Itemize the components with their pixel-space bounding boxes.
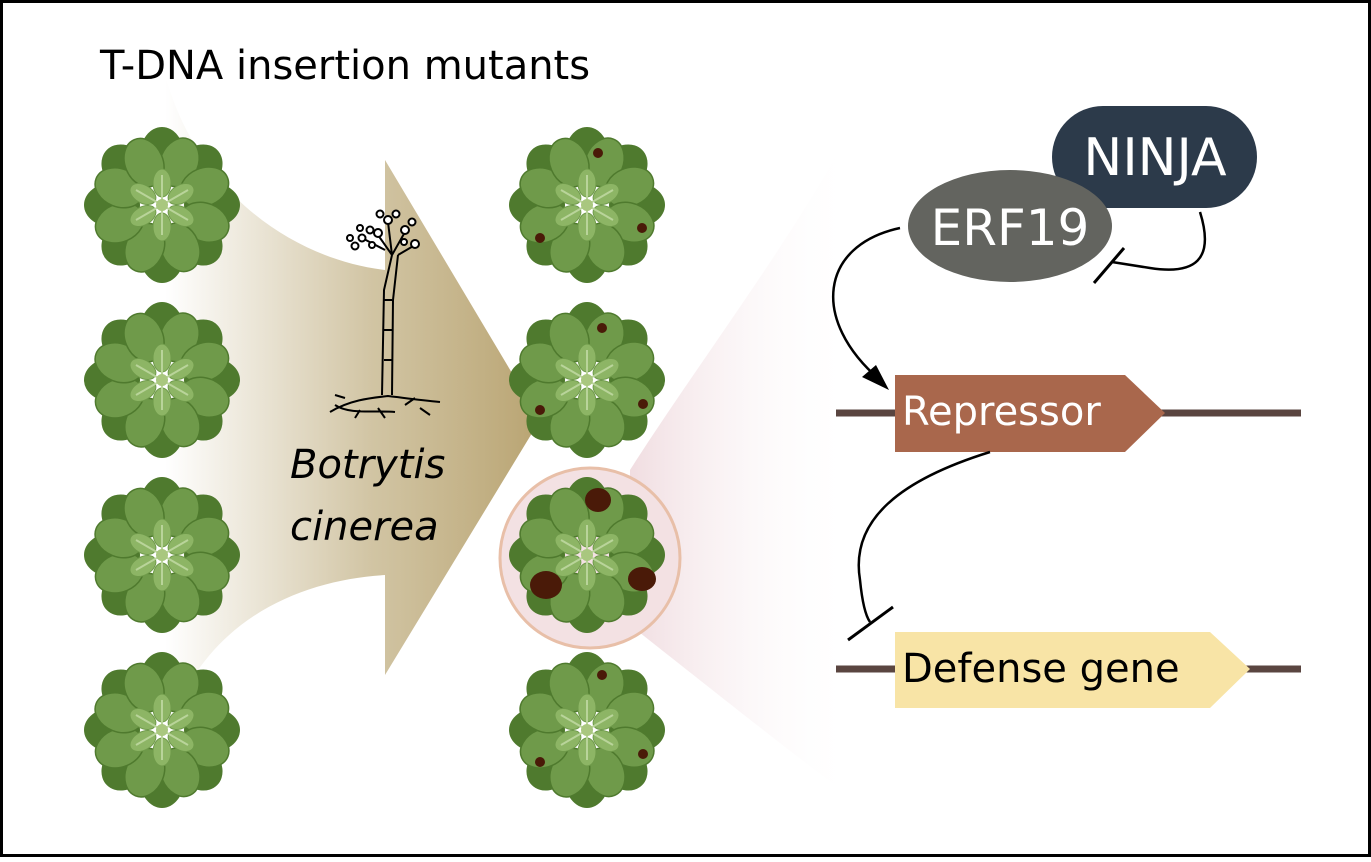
lesion — [628, 567, 656, 591]
ninja-label: NINJA — [1083, 128, 1227, 188]
lesion — [638, 749, 648, 759]
lesion — [535, 233, 545, 243]
lesion — [597, 670, 607, 680]
plant-rosette — [83, 651, 241, 809]
erf19-protein — [908, 170, 1112, 282]
defense-gene — [895, 632, 1250, 708]
repressor-inhibition-line — [857, 450, 991, 623]
lesion — [637, 223, 647, 233]
lesion — [530, 571, 562, 599]
infected-plant-mutant — [508, 476, 666, 634]
infected-plant — [508, 651, 666, 809]
pathogen-label-line1: Botrytis — [290, 442, 445, 488]
infected-plant — [508, 126, 666, 284]
lesion — [535, 405, 545, 415]
repressor-inhibition-bar — [847, 605, 894, 642]
activation-arrowhead — [862, 365, 889, 390]
lesion — [535, 757, 545, 767]
infected-plant — [508, 301, 666, 459]
lesion — [593, 148, 603, 158]
ninja-protein — [1052, 106, 1257, 208]
plant-rosette — [83, 301, 241, 459]
erf19-activation-line — [831, 226, 901, 381]
pathogen-label-line2: cinerea — [290, 504, 439, 550]
plant-rosette — [83, 476, 241, 634]
repressor-label: Repressor — [902, 389, 1101, 435]
ninja-inhibition-line — [1111, 211, 1207, 271]
repressor-gene — [895, 375, 1165, 452]
lesion — [597, 323, 607, 333]
lesion — [585, 488, 611, 512]
figure-title: T-DNA insertion mutants — [99, 43, 590, 89]
infection-arrow — [165, 75, 540, 740]
defense-gene-label: Defense gene — [902, 646, 1180, 692]
plant-rosette — [83, 126, 241, 284]
infected-plants-column — [508, 126, 666, 809]
lesion — [638, 399, 648, 409]
botrytis-fungus-icon — [329, 209, 441, 419]
erf19-label: ERF19 — [931, 199, 1090, 257]
zoom-cone — [630, 120, 855, 800]
ninja-inhibition-bar — [1092, 247, 1126, 284]
